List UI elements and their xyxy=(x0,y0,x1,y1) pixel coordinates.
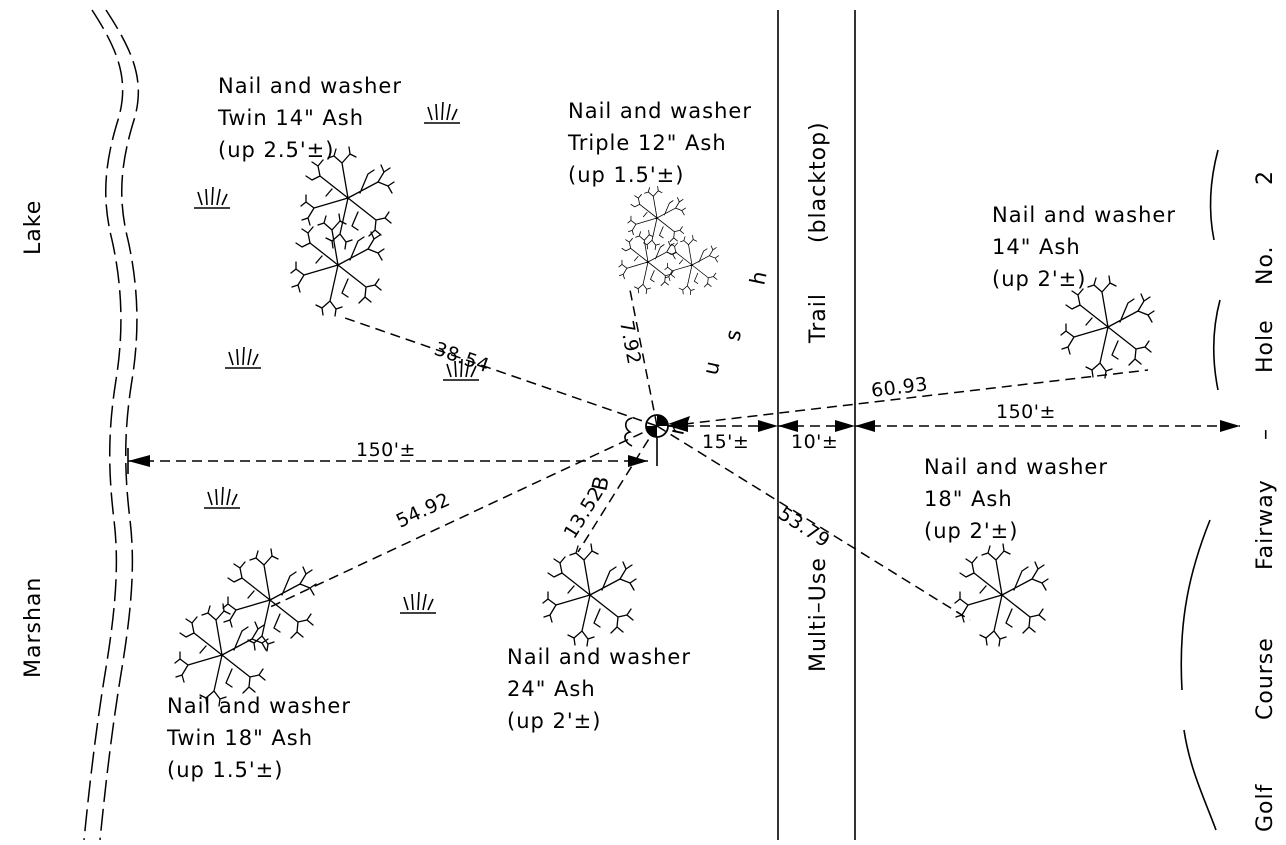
annotation-line: Nail and washer xyxy=(507,645,691,669)
label-marshan: Marshan xyxy=(21,577,46,678)
annotation-line: Nail and washer xyxy=(924,455,1108,479)
trail-label-multi-use: Multi–Use xyxy=(806,557,831,672)
label-course: Course xyxy=(1253,637,1278,720)
tree-18-ash xyxy=(954,543,1049,647)
label-hole: Hole xyxy=(1253,319,1278,373)
annotation-line: Nail and washer xyxy=(568,99,752,123)
distance-15: 15'± xyxy=(702,431,749,453)
annotation-line: Twin 14" Ash xyxy=(217,106,364,130)
label-fairway: Fairway xyxy=(1253,479,1278,570)
annotation-line: (up 2'±) xyxy=(992,267,1086,291)
annotation-triple-12-ash: Nail and washer Triple 12" Ash (up 1.5'±… xyxy=(567,99,752,187)
brush-letter: h xyxy=(745,268,771,287)
brush-letter: B xyxy=(587,473,614,493)
distance-60-93: 60.93 xyxy=(870,373,929,402)
annotation-line: 18" Ash xyxy=(924,487,1013,511)
annotation-line: (up 1.5'±) xyxy=(167,758,283,782)
label-golf: Golf xyxy=(1253,783,1278,832)
annotation-line: (up 1.5'±) xyxy=(568,163,684,187)
brush-letter: s xyxy=(720,326,746,343)
label-no: No. xyxy=(1253,245,1278,285)
lake-shoreline xyxy=(83,9,140,841)
annotation-line: Nail and washer xyxy=(218,74,402,98)
trail-label-trail: Trail xyxy=(806,293,831,344)
annotation-twin-14-ash: Nail and washer Twin 14" Ash (up 2.5'±) xyxy=(217,74,402,162)
label-dash: – xyxy=(1253,428,1278,440)
trail-label-blacktop: (blacktop) xyxy=(806,121,831,243)
distance-lines xyxy=(127,289,1240,621)
tree-twin-14-ash xyxy=(290,146,395,317)
fairway-edge xyxy=(1180,149,1221,831)
tree-triple-12-ash xyxy=(618,185,720,295)
annotation-line: Nail and washer xyxy=(167,694,351,718)
tree-14-ash xyxy=(1060,275,1155,379)
distance-10: 10'± xyxy=(791,431,838,453)
label-lake: Lake xyxy=(21,200,46,255)
annotation-14-ash: Nail and washer 14" Ash (up 2'±) xyxy=(992,203,1176,291)
tree-24-ash xyxy=(542,543,637,647)
annotation-24-ash: Nail and washer 24" Ash (up 2'±) xyxy=(507,645,691,733)
annotation-line: 14" Ash xyxy=(992,235,1081,259)
brush-label: B r u s h xyxy=(587,268,771,493)
annotation-line: 24" Ash xyxy=(507,677,596,701)
annotation-line: (up 2.5'±) xyxy=(218,138,334,162)
annotation-line: Nail and washer xyxy=(992,203,1176,227)
distance-7-92: 7.92 xyxy=(615,319,645,367)
brush-letter: u xyxy=(698,358,724,377)
annotation-twin-18-ash: Nail and washer Twin 18" Ash (up 1.5'±) xyxy=(166,694,351,782)
annotation-18-ash: Nail and washer 18" Ash (up 2'±) xyxy=(924,455,1108,543)
distance-150-right: 150'± xyxy=(996,401,1056,423)
tree-twin-18-ash xyxy=(174,548,317,707)
annotation-line: Triple 12" Ash xyxy=(567,131,727,155)
distance-53-79: 53.79 xyxy=(774,503,834,552)
distance-150-left: 150'± xyxy=(356,439,416,461)
annotation-line: Twin 18" Ash xyxy=(166,726,313,750)
annotation-line: (up 2'±) xyxy=(924,519,1018,543)
distance-54-92: 54.92 xyxy=(393,489,454,533)
label-two: 2 xyxy=(1253,170,1278,185)
annotation-line: (up 2'±) xyxy=(507,709,601,733)
